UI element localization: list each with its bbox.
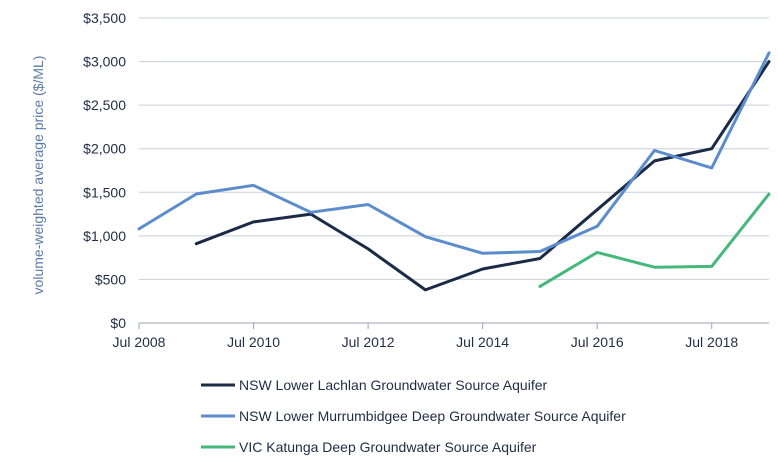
- legend-item: NSW Lower Lachlan Groundwater Source Aqu…: [201, 377, 547, 393]
- gridlines: [139, 17, 769, 280]
- x-tick-label: Jul 2008: [113, 334, 166, 350]
- legend-label: NSW Lower Murrumbidgee Deep Groundwater …: [239, 408, 626, 424]
- x-axis: Jul 2008 Jul 2010 Jul 2012 Jul 2014 Jul 2016…: [113, 322, 769, 350]
- legend-label: VIC Katunga Deep Groundwater Source Aqui…: [239, 439, 537, 455]
- y-tick-label: $1,500: [83, 184, 126, 200]
- y-tick-label: $1,000: [83, 228, 126, 244]
- series-line-3: [538, 192, 771, 288]
- y-tick-label: $2,000: [83, 141, 126, 157]
- y-axis: $0 $500 $1,000 $1,500 $2,000 $2,500 $3,000 $3,5…: [83, 10, 126, 331]
- x-tick-label: Jul 2018: [685, 334, 738, 350]
- x-tick-label: Jul 2012: [342, 334, 395, 350]
- y-tick-label: $3,500: [83, 10, 126, 26]
- legend: NSW Lower Lachlan Groundwater Source Aqu…: [201, 377, 626, 455]
- legend-item: VIC Katunga Deep Groundwater Source Aqui…: [201, 439, 537, 455]
- series-line-2: [137, 51, 771, 255]
- y-tick-label: $0: [110, 315, 126, 331]
- x-tick-label: Jul 2016: [571, 334, 624, 350]
- x-tick-label: Jul 2014: [456, 334, 509, 350]
- y-axis-label: volume-weighted average price ($/ML): [30, 56, 46, 295]
- x-tick-label: Jul 2010: [227, 334, 280, 350]
- y-tick-label: $3,000: [83, 54, 126, 70]
- y-tick-label: $500: [95, 271, 126, 287]
- legend-label: NSW Lower Lachlan Groundwater Source Aqu…: [239, 377, 547, 393]
- series-lines: [137, 51, 771, 292]
- legend-item: NSW Lower Murrumbidgee Deep Groundwater …: [201, 408, 626, 424]
- series-line-1: [194, 60, 771, 292]
- y-tick-label: $2,500: [83, 97, 126, 113]
